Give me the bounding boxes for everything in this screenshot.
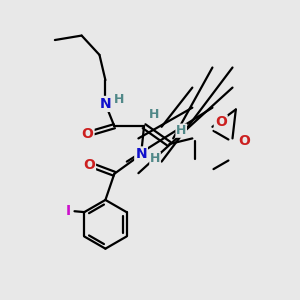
Text: O: O [83,158,95,172]
Text: H: H [150,152,160,165]
Text: H: H [176,124,186,137]
Text: N: N [135,148,147,161]
Text: O: O [238,134,250,148]
Text: H: H [114,93,124,106]
Text: I: I [65,204,70,218]
Text: O: O [215,116,227,129]
Text: N: N [100,97,111,111]
Text: O: O [82,127,94,141]
Text: H: H [149,108,160,121]
